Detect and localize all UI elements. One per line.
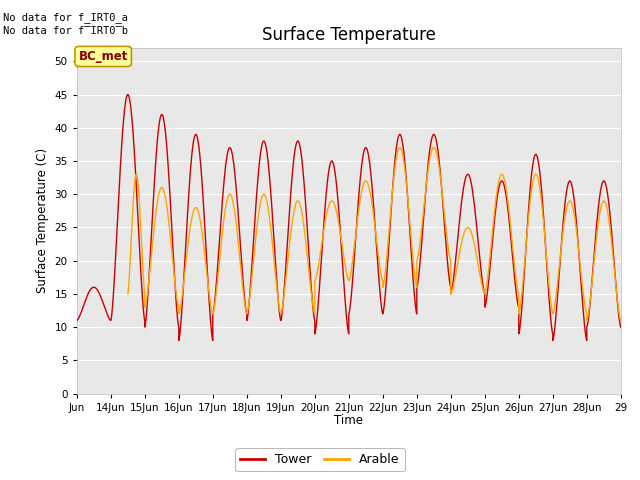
Text: No data for f̅IRT0̅b: No data for f̅IRT0̅b [3,26,128,36]
Text: No data for f_IRT0_a: No data for f_IRT0_a [3,12,128,23]
Y-axis label: Surface Temperature (C): Surface Temperature (C) [36,148,49,293]
X-axis label: Time: Time [334,414,364,427]
Text: BC_met: BC_met [79,50,128,63]
Title: Surface Temperature: Surface Temperature [262,25,436,44]
Legend: Tower, Arable: Tower, Arable [236,448,404,471]
